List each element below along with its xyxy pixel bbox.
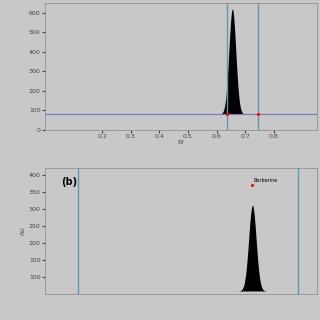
X-axis label: Rf: Rf	[178, 140, 184, 145]
Text: Berberine: Berberine	[254, 178, 278, 183]
Text: (b): (b)	[61, 177, 77, 187]
Y-axis label: AU: AU	[21, 227, 26, 236]
